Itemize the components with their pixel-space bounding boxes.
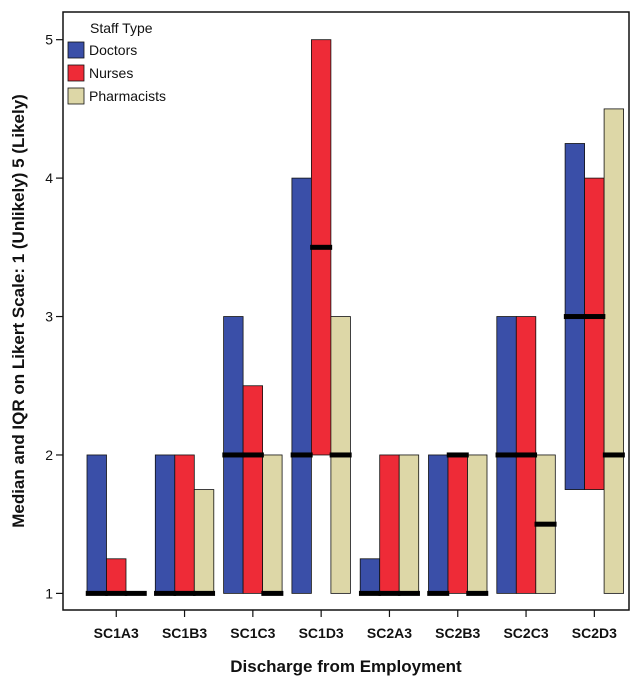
x-tick-label: SC2A3 bbox=[367, 625, 412, 641]
bar-sc2b3-nurses bbox=[447, 454, 468, 594]
median-line-sc2d3-doctors bbox=[563, 314, 586, 320]
x-tick-label: SC2D3 bbox=[572, 625, 617, 641]
bar-sc1a3-doctors bbox=[86, 454, 107, 594]
x-tick-label: SC1A3 bbox=[94, 625, 139, 641]
median-line-sc2b3-nurses bbox=[446, 452, 469, 458]
legend-swatch-doctors bbox=[67, 41, 85, 59]
legend-title: Staff Type bbox=[90, 20, 153, 36]
bar-sc1b3-pharmacists bbox=[193, 489, 215, 594]
bar-sc1b3-doctors bbox=[154, 454, 176, 594]
median-line-sc1b3-nurses bbox=[173, 590, 196, 596]
median-line-sc1a3-nurses bbox=[105, 590, 128, 596]
bar-sc1d3-doctors bbox=[291, 177, 312, 594]
bar-sc2b3-pharmacists bbox=[467, 454, 488, 594]
x-tick-label: SC2C3 bbox=[503, 625, 548, 641]
y-tick-label: 4 bbox=[45, 170, 53, 186]
x-tick-label: SC1B3 bbox=[162, 625, 207, 641]
median-line-sc1d3-pharmacists bbox=[329, 452, 352, 458]
bar-sc2d3-nurses bbox=[584, 177, 605, 490]
median-line-sc2c3-pharmacists bbox=[534, 521, 557, 527]
bar-sc1a3-nurses bbox=[106, 558, 127, 594]
x-tick-label: SC1C3 bbox=[230, 625, 275, 641]
bar-sc2a3-doctors bbox=[359, 558, 381, 594]
legend-swatch-nurses bbox=[67, 64, 85, 82]
bar-sc1b3-nurses bbox=[174, 454, 195, 594]
legend-swatch-pharmacists bbox=[67, 87, 85, 105]
median-line-sc1a3-doctors bbox=[85, 590, 108, 596]
bar-sc2a3-pharmacists bbox=[398, 454, 420, 594]
median-line-sc1d3-nurses bbox=[310, 244, 333, 250]
median-line-sc2d3-pharmacists bbox=[602, 452, 625, 458]
legend: Staff Type Doctors Nurses Pharmacists bbox=[67, 20, 166, 105]
median-line-sc1b3-doctors bbox=[154, 590, 177, 596]
median-line-sc1b3-pharmacists bbox=[193, 590, 216, 596]
y-tick-label: 2 bbox=[45, 447, 53, 463]
median-line-sc2c3-doctors bbox=[495, 452, 518, 458]
x-tick-label: SC2B3 bbox=[435, 625, 480, 641]
y-tick-label: 5 bbox=[45, 32, 53, 48]
median-line-sc1c3-nurses bbox=[241, 452, 264, 458]
median-line-sc1a3-pharmacists bbox=[124, 590, 147, 596]
legend-label-nurses: Nurses bbox=[89, 65, 133, 81]
legend-entries: Doctors Nurses Pharmacists bbox=[67, 41, 166, 105]
bar-sc1c3-pharmacists bbox=[262, 454, 283, 594]
median-line-sc2a3-pharmacists bbox=[397, 590, 420, 596]
median-line-sc1d3-doctors bbox=[290, 452, 313, 458]
plot-frame bbox=[62, 11, 630, 611]
median-line-sc2a3-doctors bbox=[358, 590, 381, 596]
median-line-sc2b3-pharmacists bbox=[466, 590, 489, 596]
y-tick-label: 1 bbox=[45, 585, 53, 601]
x-axis-title: Discharge from Employment bbox=[230, 657, 462, 676]
bar-sc2a3-nurses bbox=[379, 454, 400, 594]
median-layer bbox=[85, 244, 625, 596]
median-line-sc1c3-pharmacists bbox=[261, 590, 284, 596]
y-tick-label: 3 bbox=[45, 309, 53, 325]
median-line-sc2c3-nurses bbox=[515, 452, 538, 458]
x-tick-label: SC1D3 bbox=[299, 625, 344, 641]
bar-sc2d3-pharmacists bbox=[603, 108, 624, 594]
median-line-sc2d3-nurses bbox=[583, 314, 606, 320]
y-axis: 1 2 3 4 5 bbox=[45, 32, 63, 601]
median-line-sc2b3-doctors bbox=[427, 590, 450, 596]
legend-label-doctors: Doctors bbox=[89, 42, 137, 58]
bars-layer bbox=[86, 39, 624, 594]
bar-sc1c3-nurses bbox=[242, 385, 264, 594]
x-axis: SC1A3 SC1B3 SC1C3 SC1D3 SC2A3 SC2B3 SC2C3 SC2D3 bbox=[94, 610, 617, 641]
bar-sc2b3-doctors bbox=[428, 454, 449, 594]
median-line-sc1c3-doctors bbox=[222, 452, 245, 458]
y-axis-title: Median and IQR on Likert Scale: 1 (Unlik… bbox=[9, 94, 28, 528]
legend-label-pharmacists: Pharmacists bbox=[89, 88, 166, 104]
median-line-sc2a3-nurses bbox=[378, 590, 401, 596]
